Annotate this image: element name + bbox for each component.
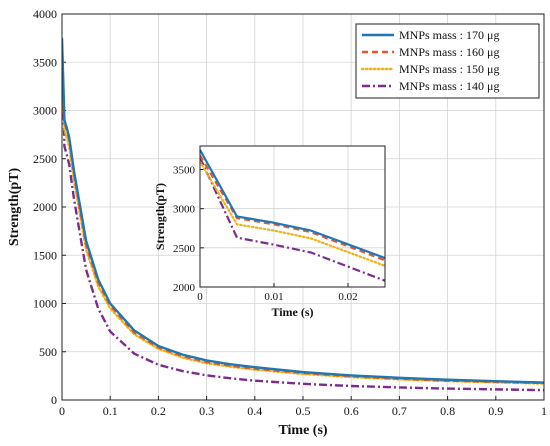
main-y-tick-label: 3500 [33, 55, 57, 69]
legend-label: MNPs mass : 150 μg [399, 62, 499, 76]
main-x-tick-label: 1 [541, 404, 547, 418]
inset-y-tick-label: 2000 [173, 282, 196, 294]
inset-y-tick-label: 3000 [173, 204, 196, 216]
main-plot-frame [61, 13, 545, 401]
main-y-tick-label: 500 [39, 345, 57, 359]
inset-x-tick-label: 0 [197, 291, 203, 303]
inset-y-tick-label: 2500 [173, 243, 196, 255]
legend-label: MNPs mass : 170 μg [399, 28, 499, 42]
main-x-tick-label: 0.5 [296, 404, 311, 418]
main-y-tick-label: 0 [51, 393, 57, 407]
main-y-tick-label: 4000 [33, 7, 57, 21]
main-x-tick-label: 0.2 [151, 404, 166, 418]
main-y-tick-label: 2500 [33, 152, 57, 166]
inset-plot: 0 0.01 0.02 2000 2500 3000 3500 Time (s) Strengt… [153, 145, 386, 319]
main-x-tick-label: 0.9 [488, 404, 503, 418]
inset-x-tick-label: 0.02 [338, 291, 357, 303]
inset-y-axis-label: Strength(pT) [153, 183, 167, 250]
inset-series-line-dotted [200, 160, 385, 267]
inset-series-line-solid [200, 149, 385, 260]
legend-label: MNPs mass : 160 μg [399, 45, 499, 59]
main-y-tick-label: 1500 [33, 248, 57, 262]
legend-label: MNPs mass : 140 μg [399, 79, 499, 93]
main-x-tick-label: 0.1 [103, 404, 118, 418]
inset-y-tick-label: 3500 [173, 165, 196, 177]
main-y-axis-label: Strength(pT) [7, 168, 22, 247]
main-x-tick-label: 0.4 [247, 404, 262, 418]
inset-x-tick-label: 0.01 [264, 291, 283, 303]
inset-series-line-dashed [200, 154, 385, 262]
main-y-tick-label: 3000 [33, 104, 57, 118]
main-y-tick-label: 1000 [33, 297, 57, 311]
legend: MNPs mass : 170 μg MNPs mass : 160 μg MNPs… [355, 23, 540, 99]
main-series-line-dashdot [62, 47, 544, 392]
main-x-tick-label: 0.3 [199, 404, 214, 418]
main-x-axis-label: Time (s) [278, 423, 327, 438]
main-y-tick-label: 2000 [33, 200, 57, 214]
main-x-tick-label: 0 [59, 404, 65, 418]
inset-x-axis-label: Time (s) [271, 305, 313, 319]
main-series-line-dotted [62, 51, 544, 385]
inset-plot-frame [199, 145, 386, 288]
main-x-tick-label: 0.8 [440, 404, 455, 418]
main-x-tick-label: 0.7 [392, 404, 407, 418]
main-series-line-solid [62, 38, 544, 384]
legend-box [355, 23, 540, 99]
main-x-tick-label: 0.6 [344, 404, 359, 418]
